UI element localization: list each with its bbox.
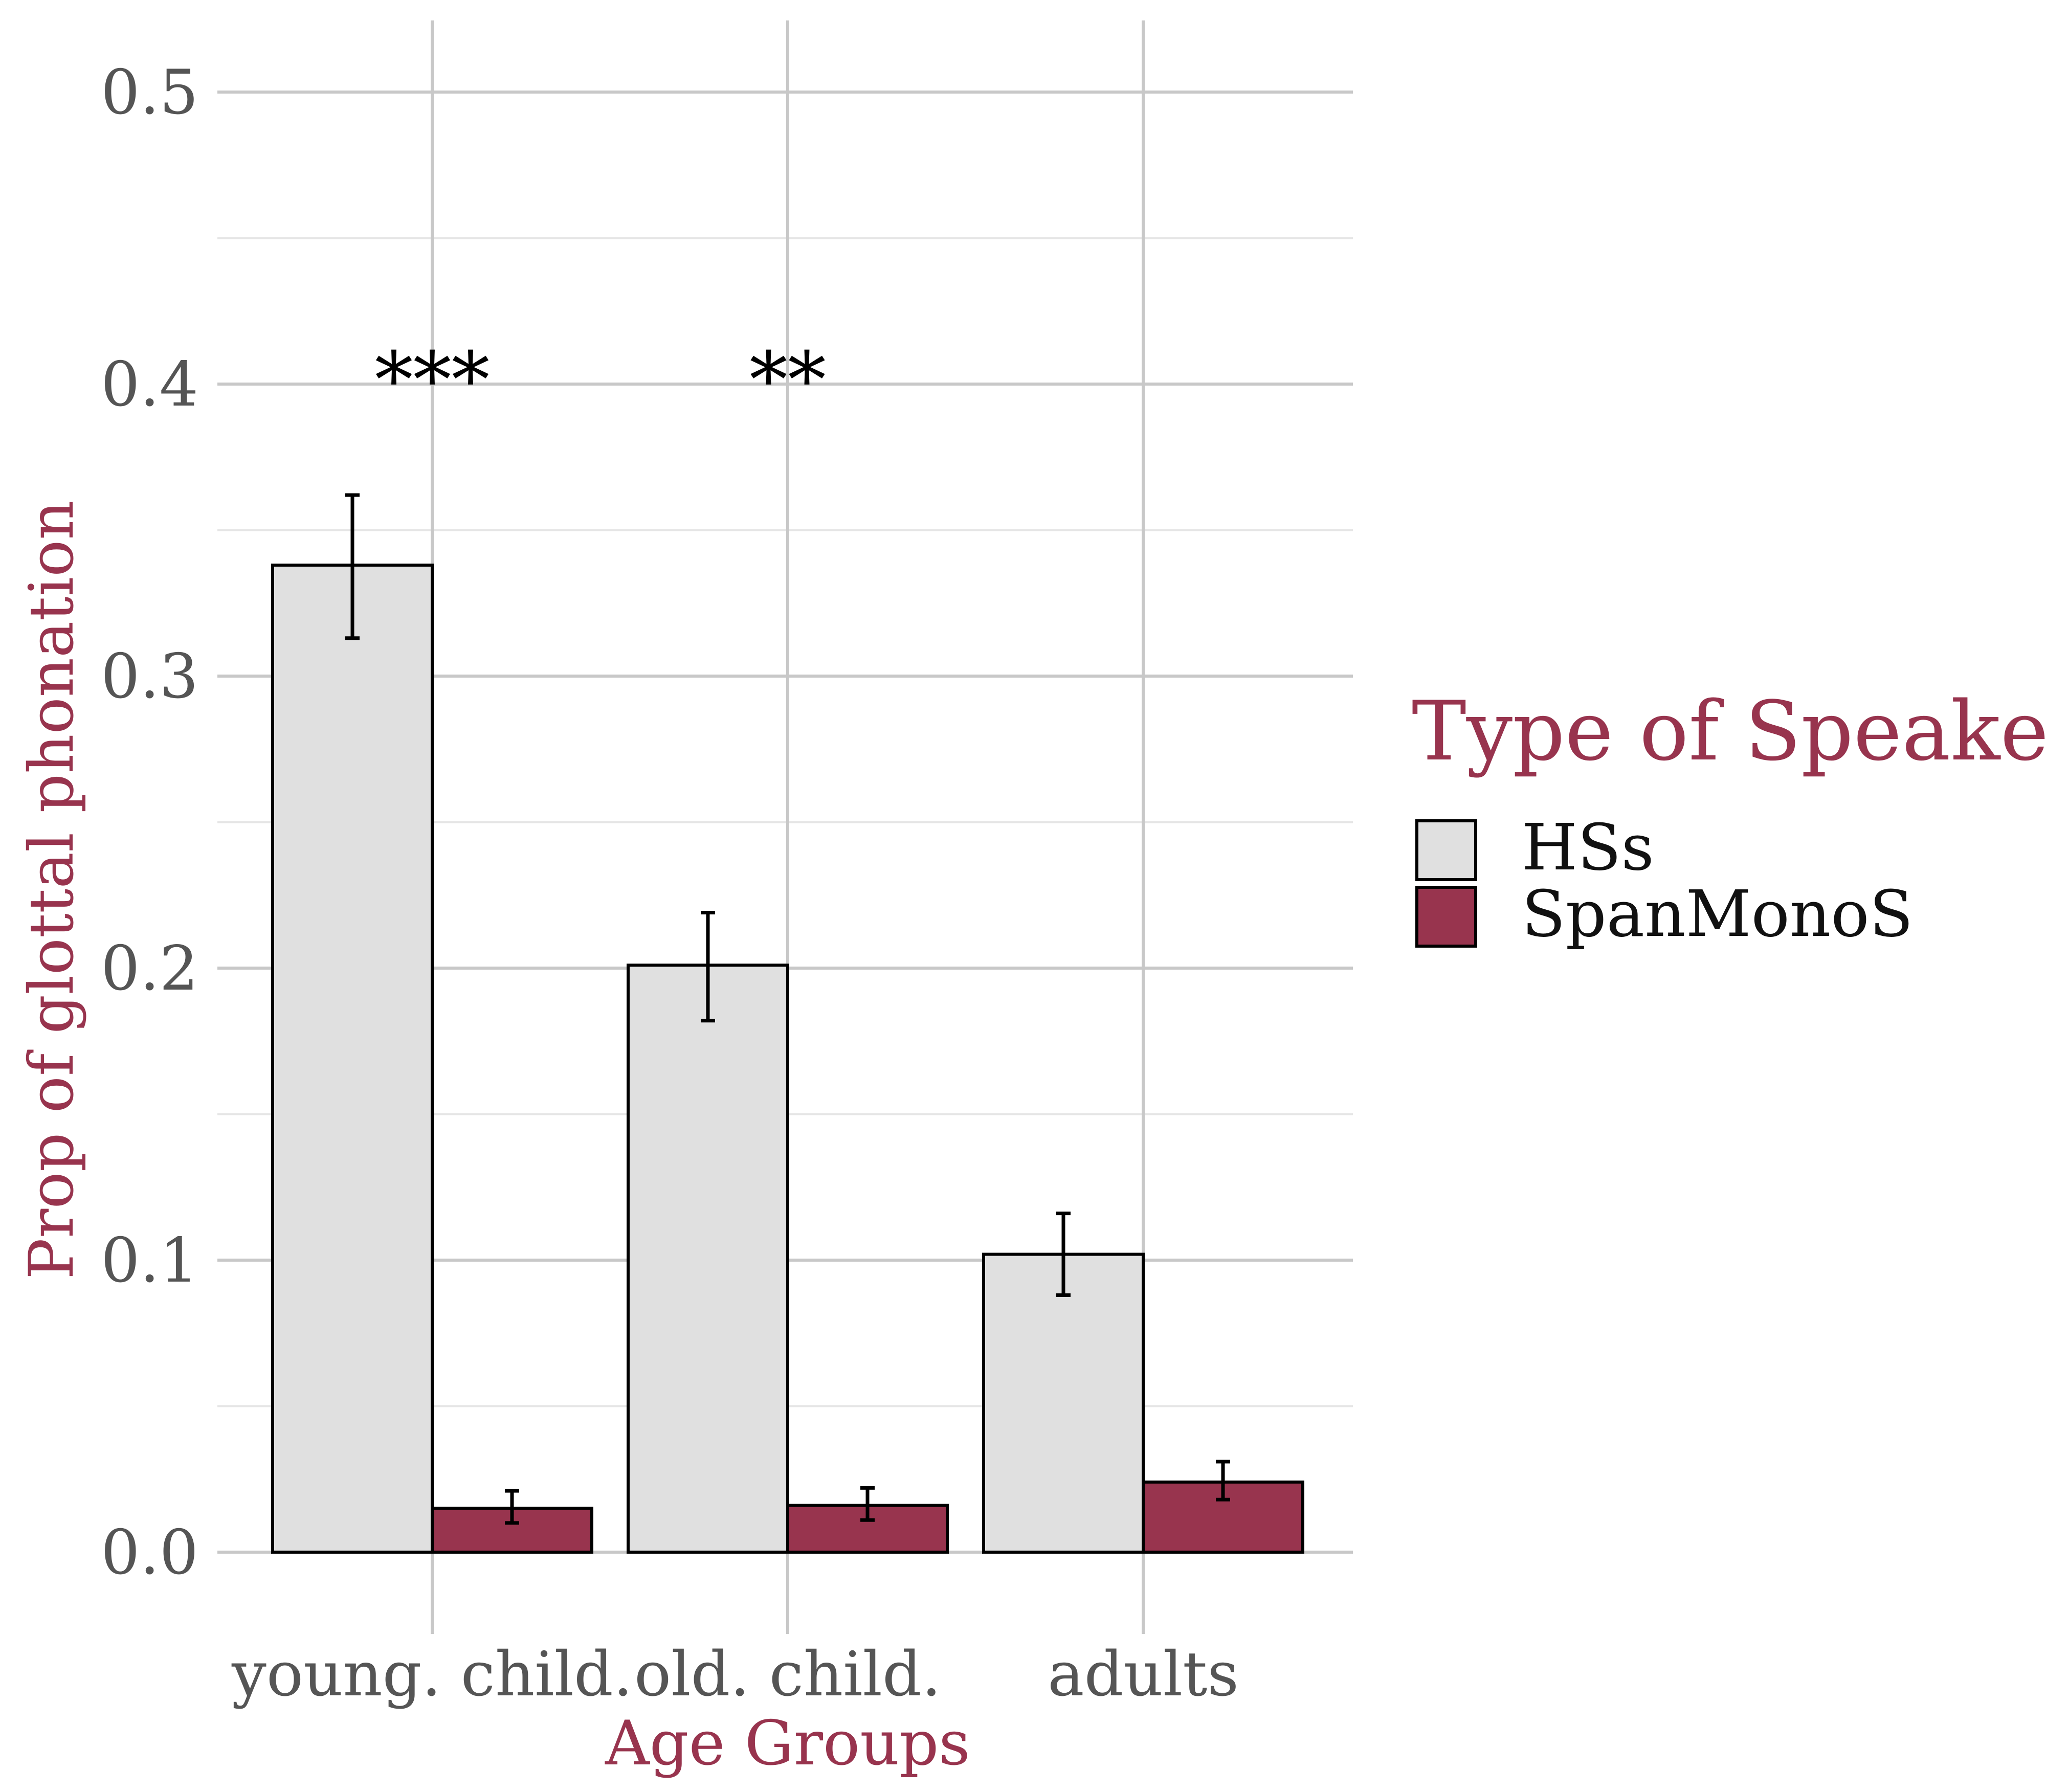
y-tick-label: 0.2	[101, 933, 198, 1004]
y-tick-label: 0.3	[101, 641, 198, 712]
error-bar-SpanMonoS-adults	[1216, 1460, 1230, 1502]
legend-title: Type of Speaker	[1412, 683, 2046, 779]
annotations-layer: *** **	[375, 336, 827, 425]
x-tick-label: old. child.	[634, 1639, 941, 1710]
error-bar-HSs-adults	[1056, 1212, 1071, 1297]
x-axis-label: Age Groups	[605, 1708, 970, 1779]
bar-HSs-adults	[982, 1252, 1145, 1554]
error-bar-HSs-old. child.	[701, 911, 715, 1023]
y-axis-label: Prop of glottal phonation	[16, 500, 87, 1279]
x-axis-ticks: young. child. old. child. adults	[231, 1639, 1239, 1710]
error-bar-HSs-young. child.	[345, 493, 360, 640]
error-bars-layer	[345, 493, 1230, 1525]
bars-layer	[271, 564, 1304, 1554]
legend-label: HSs	[1522, 811, 1654, 885]
legend-item-HSs: HSs	[1415, 811, 1654, 885]
x-tick-label: young. child.	[231, 1639, 633, 1710]
x-tick-label: adults	[1048, 1639, 1239, 1710]
y-tick-label: 0.1	[101, 1225, 198, 1296]
y-tick-label: 0.4	[101, 349, 198, 420]
error-bar-SpanMonoS-old. child.	[860, 1486, 875, 1522]
significance-annotation: ***	[375, 336, 490, 425]
legend-swatch	[1415, 819, 1477, 881]
legend-item-SpanMonoS: SpanMonoS	[1415, 877, 1913, 951]
y-axis-ticks: 0.0 0.1 0.2 0.3 0.4 0.5	[101, 57, 198, 1588]
bar-HSs-young. child.	[271, 564, 434, 1554]
y-tick-label: 0.5	[101, 57, 198, 128]
bar-HSs-old. child.	[627, 964, 789, 1554]
error-bar-SpanMonoS-young. child.	[505, 1489, 519, 1525]
legend-label: SpanMonoS	[1522, 877, 1913, 951]
y-tick-label: 0.0	[101, 1517, 198, 1588]
legend-swatch	[1415, 886, 1477, 948]
significance-annotation: **	[749, 336, 826, 425]
